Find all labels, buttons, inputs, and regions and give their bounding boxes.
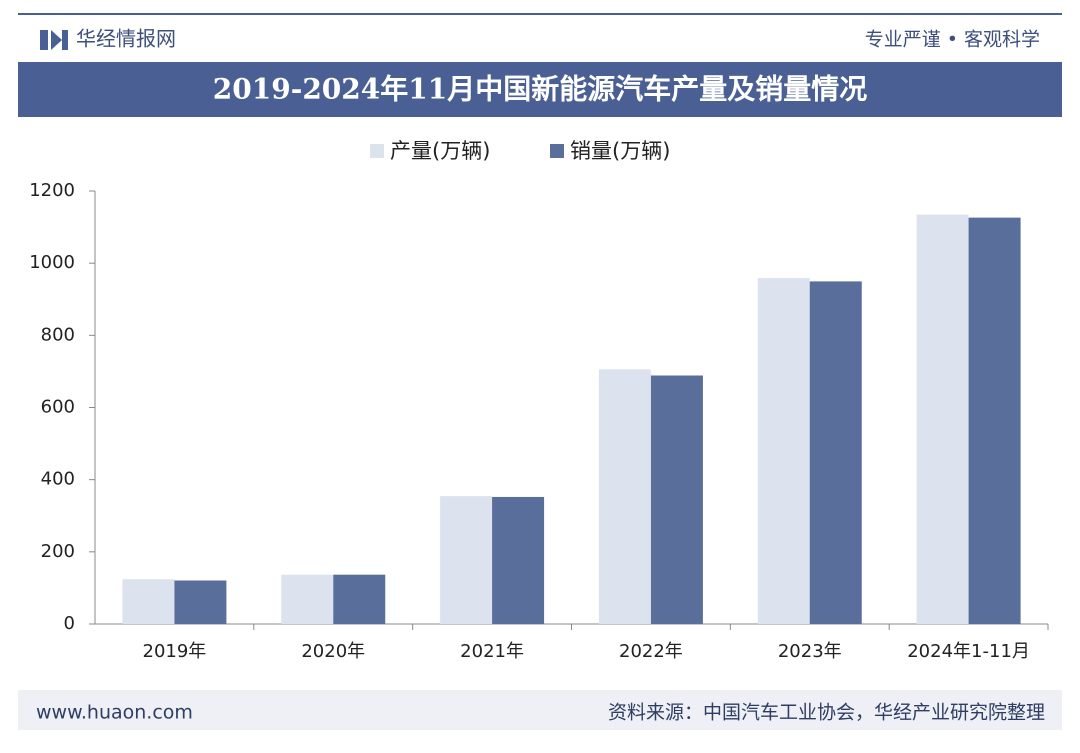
chart-title: 2019-2024年11月中国新能源汽车产量及销量情况	[213, 73, 867, 106]
x-tick-label: 2022年	[619, 641, 683, 662]
legend-label: 产量(万辆)	[390, 139, 490, 163]
slogan: 专业严谨 • 客观科学	[865, 29, 1040, 51]
bar	[916, 214, 969, 624]
brand: 华经情报网	[76, 27, 176, 51]
y-tick-label: 200	[41, 541, 75, 562]
bar	[333, 574, 386, 624]
title-bar	[18, 62, 1062, 117]
bar	[122, 579, 175, 624]
x-tick-label: 2020年	[301, 641, 365, 662]
y-tick-label: 1200	[29, 180, 75, 201]
website: www.huaon.com	[36, 702, 193, 724]
x-tick-label: 2023年	[778, 641, 842, 662]
x-tick-label: 2019年	[143, 641, 207, 662]
bar	[174, 580, 227, 624]
bar	[598, 369, 651, 624]
y-tick-label: 800	[41, 324, 75, 345]
x-tick-label: 2021年	[460, 641, 524, 662]
y-tick-label: 400	[41, 469, 75, 490]
footer-bar	[18, 690, 1062, 730]
bar	[968, 217, 1021, 624]
y-tick-label: 0	[64, 613, 75, 634]
bar	[809, 281, 862, 624]
bar	[650, 375, 703, 624]
source: 资料来源：中国汽车工业协会，华经产业研究院整理	[608, 702, 1045, 724]
y-tick-label: 1000	[29, 252, 75, 273]
bar	[757, 278, 810, 624]
legend-swatch	[550, 144, 564, 158]
legend-swatch	[370, 144, 384, 158]
bar	[281, 574, 334, 624]
bar	[440, 496, 493, 624]
bar	[492, 496, 545, 624]
legend-label: 销量(万辆)	[570, 139, 670, 163]
y-tick-label: 600	[41, 397, 75, 418]
x-tick-label: 2024年1-11月	[907, 641, 1030, 662]
logo-icon	[40, 30, 68, 50]
